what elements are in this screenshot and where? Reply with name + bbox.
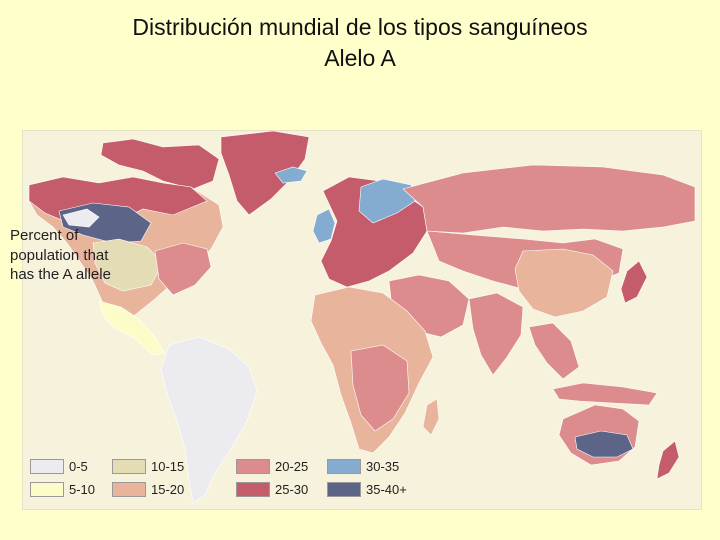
legend-label: 15-20 (151, 482, 185, 497)
new-zealand (656, 440, 680, 480)
indonesia (552, 382, 658, 406)
south-america (160, 336, 258, 504)
scandinavia (358, 178, 416, 224)
greenland (220, 131, 310, 216)
legend-swatch (236, 482, 270, 497)
legend-swatch (327, 482, 361, 497)
iceland (274, 166, 308, 184)
legend-swatch (30, 459, 64, 474)
southeast-asia (528, 322, 580, 380)
madagascar (422, 398, 440, 436)
title-line-2: Alelo A (324, 45, 396, 71)
legend-label: 10-15 (151, 459, 185, 474)
legend-label: 0-5 (69, 459, 88, 474)
mexico (98, 300, 166, 356)
legend-label: 20-25 (275, 459, 309, 474)
arctic-islands (100, 138, 220, 190)
us-east (154, 242, 212, 296)
legend-label: 5-10 (69, 482, 96, 497)
legend-label: 25-30 (275, 482, 309, 497)
china (514, 248, 614, 318)
hudson-core (62, 208, 100, 228)
legend-swatch (327, 459, 361, 474)
canada-prairie (92, 238, 164, 292)
legend-label: 35-40+ (366, 482, 407, 497)
legend-label: 30-35 (366, 459, 400, 474)
africa-central (350, 344, 410, 432)
legend-swatch (30, 482, 64, 497)
legend-swatch (112, 459, 146, 474)
russia (402, 164, 696, 234)
india (468, 292, 524, 376)
british-isles (312, 208, 336, 244)
world-map (22, 130, 702, 510)
world-map-svg (28, 131, 696, 504)
australia-south (574, 430, 634, 458)
legend-caption: Percent of population that has the A all… (10, 227, 111, 283)
legend-swatch (236, 459, 270, 474)
legend-swatch (112, 482, 146, 497)
slide-title: Distribución mundial de los tipos sanguí… (0, 12, 720, 74)
title-line-1: Distribución mundial de los tipos sanguí… (132, 14, 588, 40)
japan (620, 260, 648, 304)
